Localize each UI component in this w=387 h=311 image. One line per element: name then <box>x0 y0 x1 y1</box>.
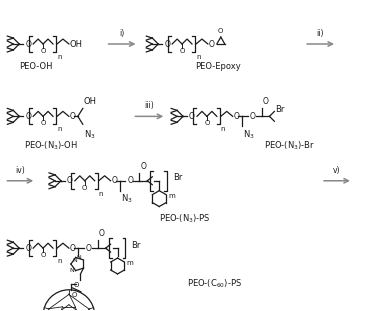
Text: O: O <box>209 39 215 49</box>
Text: OH: OH <box>70 39 83 49</box>
Text: Br: Br <box>132 241 141 250</box>
Text: i): i) <box>119 29 124 38</box>
Text: PEO-(N$_3$)-OH: PEO-(N$_3$)-OH <box>24 139 78 152</box>
Text: O: O <box>67 176 73 185</box>
Text: n: n <box>196 54 200 60</box>
Text: N$_3$: N$_3$ <box>84 128 96 141</box>
Text: n: n <box>57 126 62 132</box>
Text: N: N <box>77 255 81 260</box>
Text: PEO-OH: PEO-OH <box>19 62 53 71</box>
Text: O: O <box>25 39 31 49</box>
Text: O: O <box>86 244 92 253</box>
Text: O: O <box>250 112 255 121</box>
Text: O: O <box>40 48 46 54</box>
Text: iii): iii) <box>144 101 154 110</box>
Text: iv): iv) <box>15 166 25 175</box>
Text: m: m <box>127 260 133 266</box>
Text: n: n <box>57 258 62 264</box>
Text: O: O <box>40 252 46 258</box>
Text: Br: Br <box>173 173 183 182</box>
Text: PEO-(N$_3$)-PS: PEO-(N$_3$)-PS <box>159 212 211 225</box>
Text: PEO-(N$_3$)-Br: PEO-(N$_3$)-Br <box>264 139 315 152</box>
Text: O: O <box>204 120 210 126</box>
Text: N: N <box>72 258 77 263</box>
Text: O: O <box>82 185 87 191</box>
Text: N: N <box>69 268 74 273</box>
Text: n: n <box>57 54 62 60</box>
Text: O: O <box>99 229 104 238</box>
Text: O: O <box>72 292 77 298</box>
Text: O: O <box>70 244 76 253</box>
Text: O: O <box>70 112 76 121</box>
Text: O: O <box>127 176 134 185</box>
Text: Br: Br <box>276 105 285 114</box>
Text: O: O <box>234 112 240 121</box>
Text: O: O <box>189 112 195 121</box>
Text: O: O <box>164 39 170 49</box>
Text: O: O <box>218 28 223 34</box>
Text: PEO-(C$_{60}$)-PS: PEO-(C$_{60}$)-PS <box>187 278 242 290</box>
Text: OH: OH <box>84 97 97 106</box>
Text: O: O <box>25 112 31 121</box>
Text: O: O <box>74 282 79 288</box>
Text: O: O <box>140 162 146 171</box>
Text: N$_3$: N$_3$ <box>120 193 132 205</box>
Text: O: O <box>40 120 46 126</box>
Text: v): v) <box>333 166 341 175</box>
Text: O: O <box>262 97 268 106</box>
Text: m: m <box>168 193 175 199</box>
Text: ii): ii) <box>316 29 324 38</box>
Text: PEO-Epoxy: PEO-Epoxy <box>195 62 241 71</box>
Text: O: O <box>180 48 185 54</box>
Text: n: n <box>221 126 225 132</box>
Text: O: O <box>111 176 118 185</box>
Text: O: O <box>25 244 31 253</box>
Text: N$_3$: N$_3$ <box>243 128 254 141</box>
Text: n: n <box>99 191 103 197</box>
